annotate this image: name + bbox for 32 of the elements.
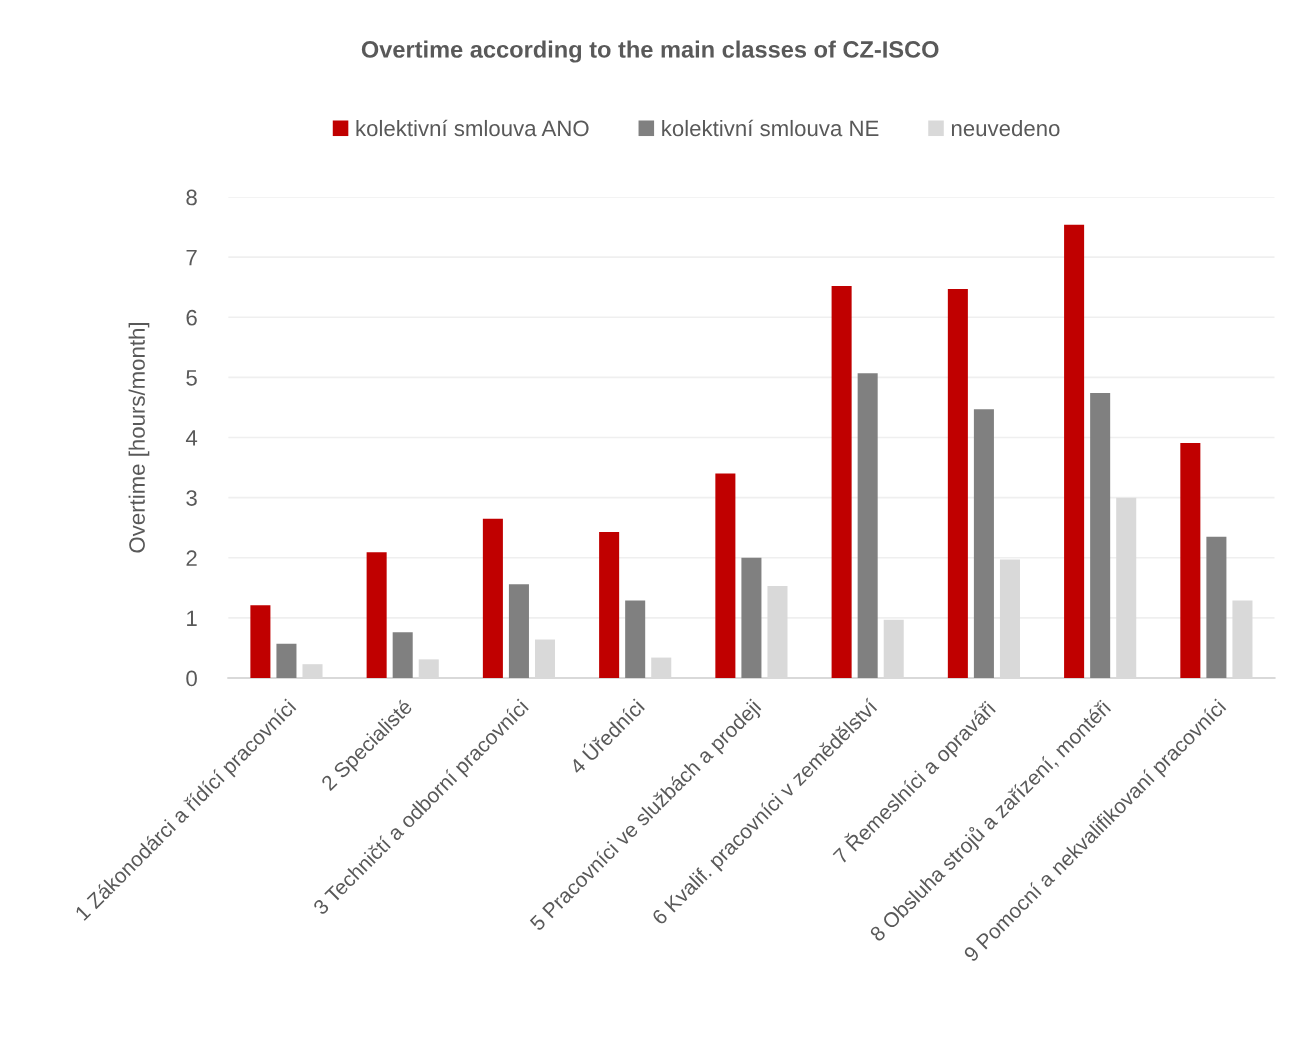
bar [599,531,620,679]
bar [482,518,503,679]
bar [392,632,413,679]
bar [857,373,878,679]
chart-title: Overtime according to the main classes of CZ-ISCO [361,40,939,63]
bar [625,600,646,679]
bar [947,289,968,679]
y-tick-label: 8 [186,189,197,206]
bar [1206,536,1227,679]
bar [276,643,297,679]
y-tick-label: 7 [186,249,197,266]
y-tick-label: 1 [187,610,197,626]
y-tick-label: 6 [186,309,197,326]
legend-label: neuvedeno [951,119,1060,137]
y-tick-label: 2 [186,550,197,566]
bar [1090,393,1111,679]
y-tick-label: 4 [185,430,198,446]
bar [1180,442,1201,679]
bar [508,584,529,679]
bar [1064,224,1085,679]
bar [366,552,387,679]
bar [831,286,852,679]
bar [741,557,762,679]
legend-label: kolektivní smlouva ANO [356,119,589,137]
legend-label: kolektivní smlouva NE [662,119,879,137]
y-tick-label: 3 [186,490,197,506]
y-tick-label: 0 [186,670,197,687]
y-tick-label: 5 [186,370,197,386]
bar [973,409,994,679]
bar [715,473,736,679]
bar [250,605,271,679]
y-axis-title: Overtime [hours/month] [128,323,150,553]
